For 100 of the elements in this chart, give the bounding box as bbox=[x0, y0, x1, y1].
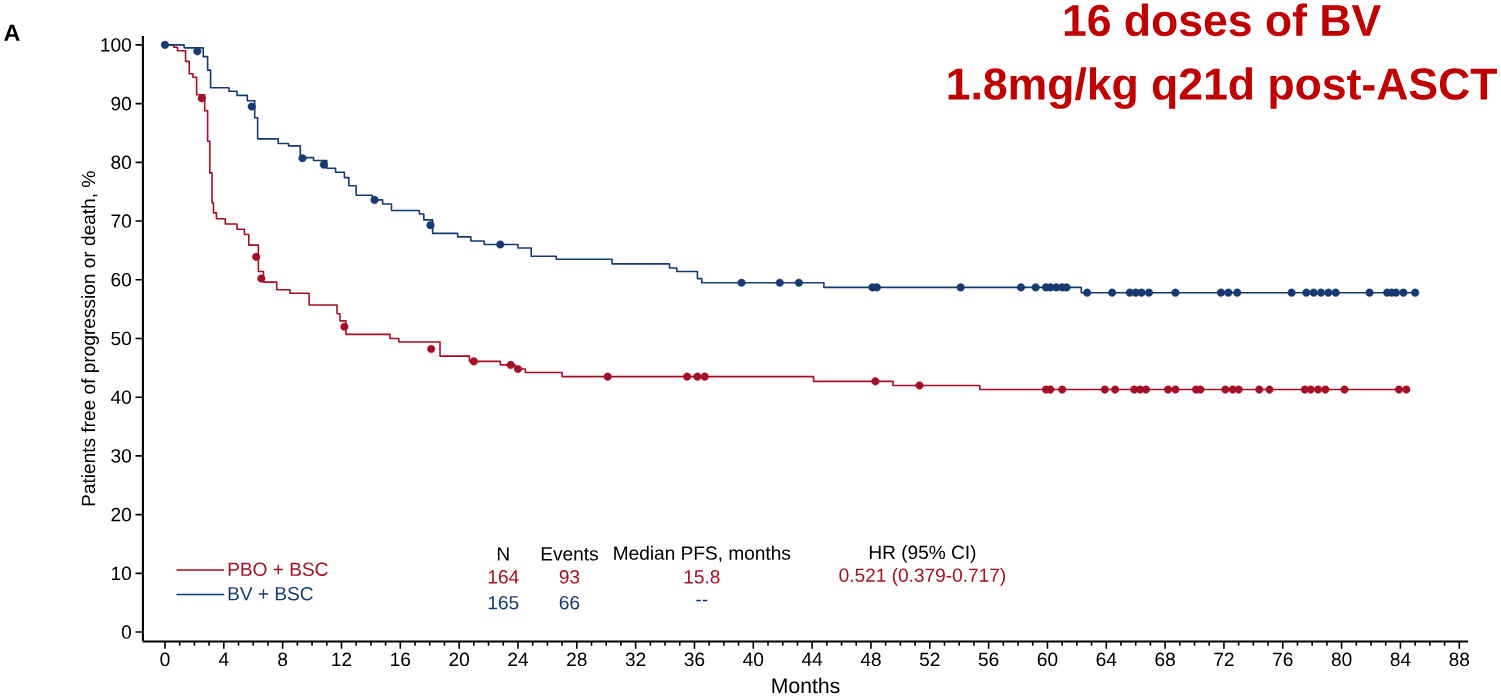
x-tick-label: 8 bbox=[278, 652, 288, 667]
y-tick-label: 100 bbox=[101, 38, 132, 52]
point bbox=[298, 154, 307, 163]
annotation: 66 bbox=[559, 596, 580, 610]
y-axis-title: Patients free of progression or death, % bbox=[81, 171, 99, 506]
point bbox=[737, 278, 746, 287]
point bbox=[1100, 385, 1109, 394]
y-tick-label: 0 bbox=[121, 625, 132, 639]
point bbox=[1031, 283, 1040, 292]
x-tick-label: 40 bbox=[743, 652, 764, 667]
point bbox=[1216, 288, 1226, 297]
point bbox=[1058, 385, 1067, 394]
point bbox=[1324, 288, 1333, 297]
point bbox=[496, 240, 505, 249]
point bbox=[252, 252, 261, 262]
y-tick-label: 90 bbox=[111, 96, 132, 111]
point bbox=[1137, 288, 1146, 297]
point bbox=[1108, 288, 1117, 297]
point bbox=[1083, 288, 1092, 297]
point bbox=[1309, 288, 1318, 297]
point bbox=[1224, 288, 1233, 297]
point bbox=[794, 278, 803, 287]
point bbox=[871, 377, 880, 386]
point bbox=[1016, 283, 1025, 292]
y-tick-label: 30 bbox=[111, 449, 132, 463]
x-tick-label: 84 bbox=[1390, 652, 1411, 667]
point bbox=[469, 357, 478, 366]
x-tick-label: 48 bbox=[860, 652, 881, 667]
x-tick-label: 64 bbox=[1096, 652, 1117, 667]
x-tick-label: 4 bbox=[218, 652, 229, 666]
text: A bbox=[4, 24, 20, 41]
point bbox=[193, 47, 202, 56]
annotation: -- bbox=[696, 599, 708, 602]
x-axis-title: Months bbox=[772, 677, 840, 694]
point bbox=[700, 372, 709, 381]
point bbox=[1306, 385, 1315, 394]
point bbox=[1314, 385, 1323, 394]
y-tick-label: 40 bbox=[110, 390, 132, 405]
point bbox=[1316, 288, 1326, 297]
point bbox=[340, 322, 349, 331]
point bbox=[603, 372, 612, 381]
point bbox=[1234, 385, 1243, 394]
x-tick-label: 0 bbox=[160, 652, 170, 667]
y-tick-label: 20 bbox=[111, 507, 132, 522]
x-tick-label: 20 bbox=[449, 652, 470, 667]
point bbox=[1402, 385, 1411, 394]
legend-label: BV + BSC bbox=[228, 587, 313, 601]
point bbox=[1171, 385, 1180, 394]
point bbox=[956, 283, 965, 292]
annotation: 164 bbox=[488, 570, 519, 584]
x-tick-label: 28 bbox=[567, 652, 587, 667]
point bbox=[693, 372, 702, 381]
annotation: N bbox=[497, 547, 509, 561]
x-tick-label: 52 bbox=[919, 652, 940, 667]
x-tick-label: 16 bbox=[391, 652, 411, 667]
point bbox=[1164, 385, 1173, 394]
point bbox=[319, 160, 328, 169]
point bbox=[160, 41, 169, 50]
annotation: Events bbox=[541, 547, 598, 561]
point bbox=[775, 278, 784, 287]
x-tick-label: 56 bbox=[978, 652, 999, 667]
annotation: 93 bbox=[559, 570, 580, 584]
point bbox=[1321, 385, 1330, 394]
chart-title: 16 doses of BV bbox=[1064, 3, 1381, 37]
point bbox=[1340, 385, 1349, 394]
legend-label: PBO + BSC bbox=[228, 562, 328, 577]
x-tick-label: 36 bbox=[684, 652, 705, 667]
x-tick-label: 12 bbox=[332, 652, 352, 667]
point bbox=[427, 345, 436, 354]
point bbox=[1046, 385, 1055, 394]
point bbox=[1365, 288, 1374, 297]
point bbox=[1399, 288, 1408, 297]
point bbox=[915, 381, 924, 390]
annotation: Median PFS, months bbox=[614, 545, 791, 563]
y-tick-label: 60 bbox=[111, 273, 132, 287]
x-tick-label: 72 bbox=[1214, 652, 1234, 667]
text: 1.8mg/kg q21d post-ASCT bbox=[948, 67, 1497, 109]
annotation: 165 bbox=[488, 596, 519, 610]
point bbox=[1331, 288, 1340, 297]
x-tick-label: 32 bbox=[625, 652, 646, 667]
point bbox=[247, 102, 256, 111]
x-tick-label: 88 bbox=[1449, 652, 1470, 667]
x-tick-label: 80 bbox=[1331, 652, 1352, 667]
x-tick-label: 24 bbox=[508, 652, 529, 667]
y-tick-label: 50 bbox=[111, 331, 132, 346]
point bbox=[1394, 385, 1403, 394]
point bbox=[1233, 288, 1242, 297]
point bbox=[506, 361, 515, 370]
point bbox=[1111, 385, 1120, 394]
point bbox=[426, 221, 435, 230]
point bbox=[370, 196, 379, 205]
x-tick-label: 60 bbox=[1037, 652, 1058, 667]
x-tick-label: 44 bbox=[801, 652, 823, 666]
annotation: 0.521 (0.379-0.717) bbox=[839, 568, 1006, 586]
point bbox=[1265, 385, 1274, 394]
point bbox=[1221, 385, 1230, 394]
x-tick-label: 76 bbox=[1273, 652, 1293, 667]
point bbox=[197, 94, 206, 103]
point bbox=[1411, 288, 1420, 297]
point bbox=[1302, 288, 1311, 297]
